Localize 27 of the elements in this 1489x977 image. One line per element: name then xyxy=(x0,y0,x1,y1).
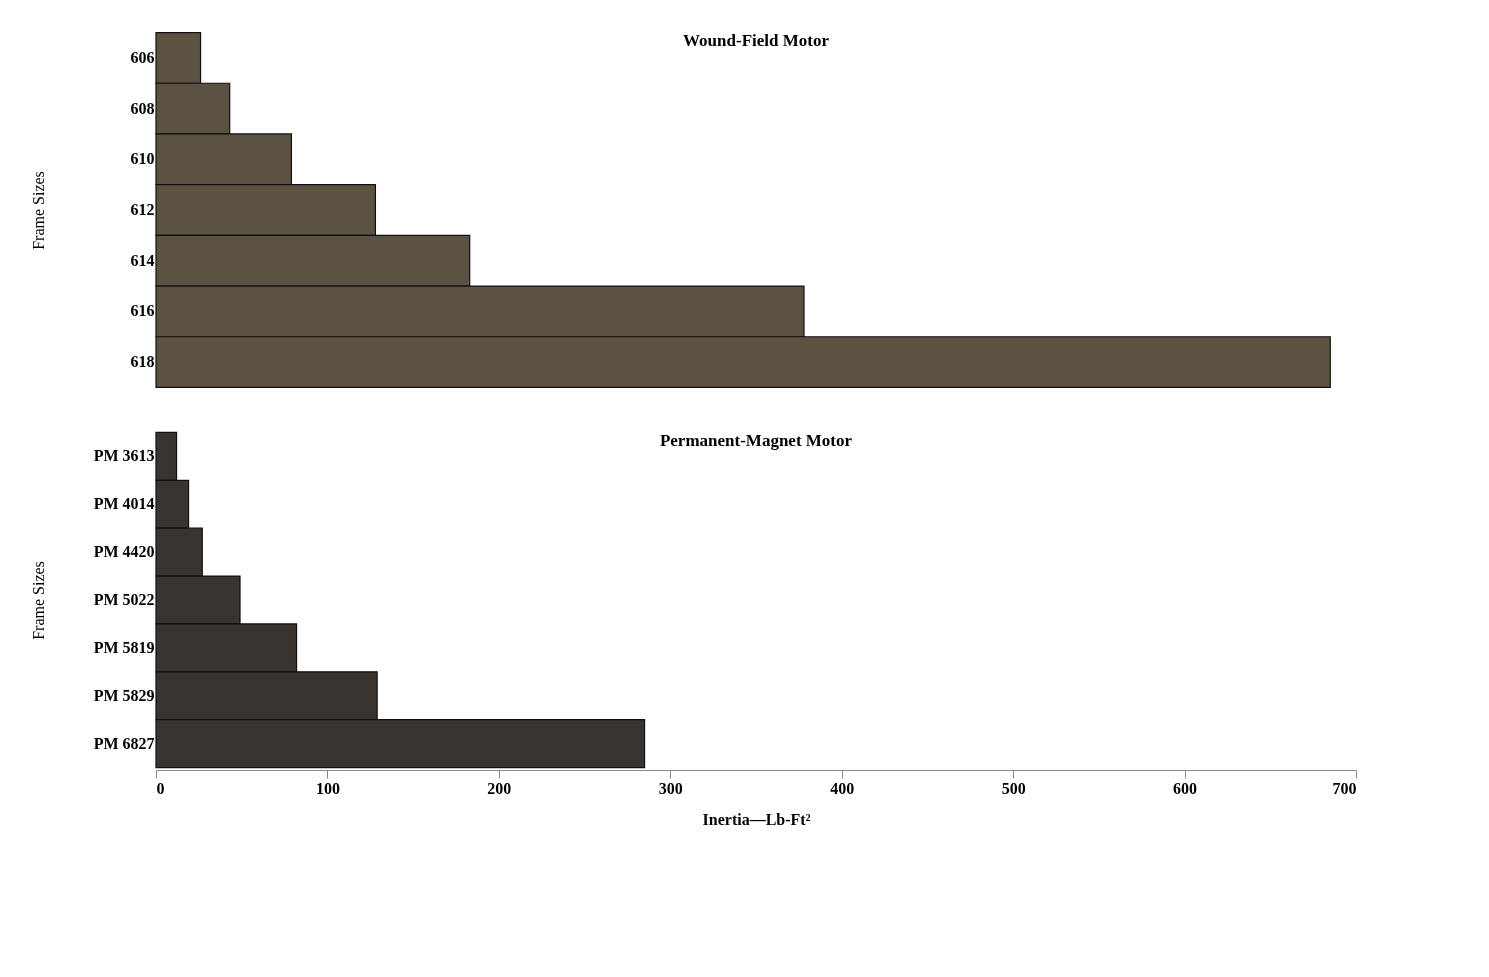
y-tick-label: 606 xyxy=(130,48,155,66)
y-tick-label: PM 3613 xyxy=(93,447,155,465)
x-tick-label: 300 xyxy=(658,779,683,797)
y-tick-label: 616 xyxy=(130,302,155,320)
x-tick-label: 100 xyxy=(315,779,340,797)
y-tick-label: PM 4420 xyxy=(93,543,155,561)
y-tick-label: 608 xyxy=(130,99,155,117)
x-axis-title: Inertia—Lb-Ft² xyxy=(702,810,811,828)
chart-title: Permanent-Magnet Motor xyxy=(659,431,853,450)
y-tick-label: PM 6827 xyxy=(93,734,155,752)
chart-title: Wound-Field Motor xyxy=(683,31,830,50)
x-tick-label: 500 xyxy=(1001,779,1026,797)
x-tick-label: 700 xyxy=(1332,779,1357,797)
y-tick-label: PM 4014 xyxy=(93,495,155,513)
x-tick-label: 200 xyxy=(487,779,512,797)
x-tick-label: 600 xyxy=(1173,779,1198,797)
y-tick-label: 610 xyxy=(130,150,155,168)
x-tick-label: 0 xyxy=(156,779,165,797)
y-tick-label: 612 xyxy=(130,201,155,218)
y-axis-title: Frame Sizes xyxy=(29,171,47,250)
y-tick-label: 614 xyxy=(130,251,155,269)
y-tick-label: PM 5022 xyxy=(93,591,155,608)
y-tick-label: PM 5829 xyxy=(93,686,155,704)
y-axis-title: Frame Sizes xyxy=(29,561,47,640)
y-tick-label: 618 xyxy=(130,353,155,371)
x-tick-label: 400 xyxy=(830,779,855,797)
y-tick-label: PM 5819 xyxy=(93,638,155,656)
